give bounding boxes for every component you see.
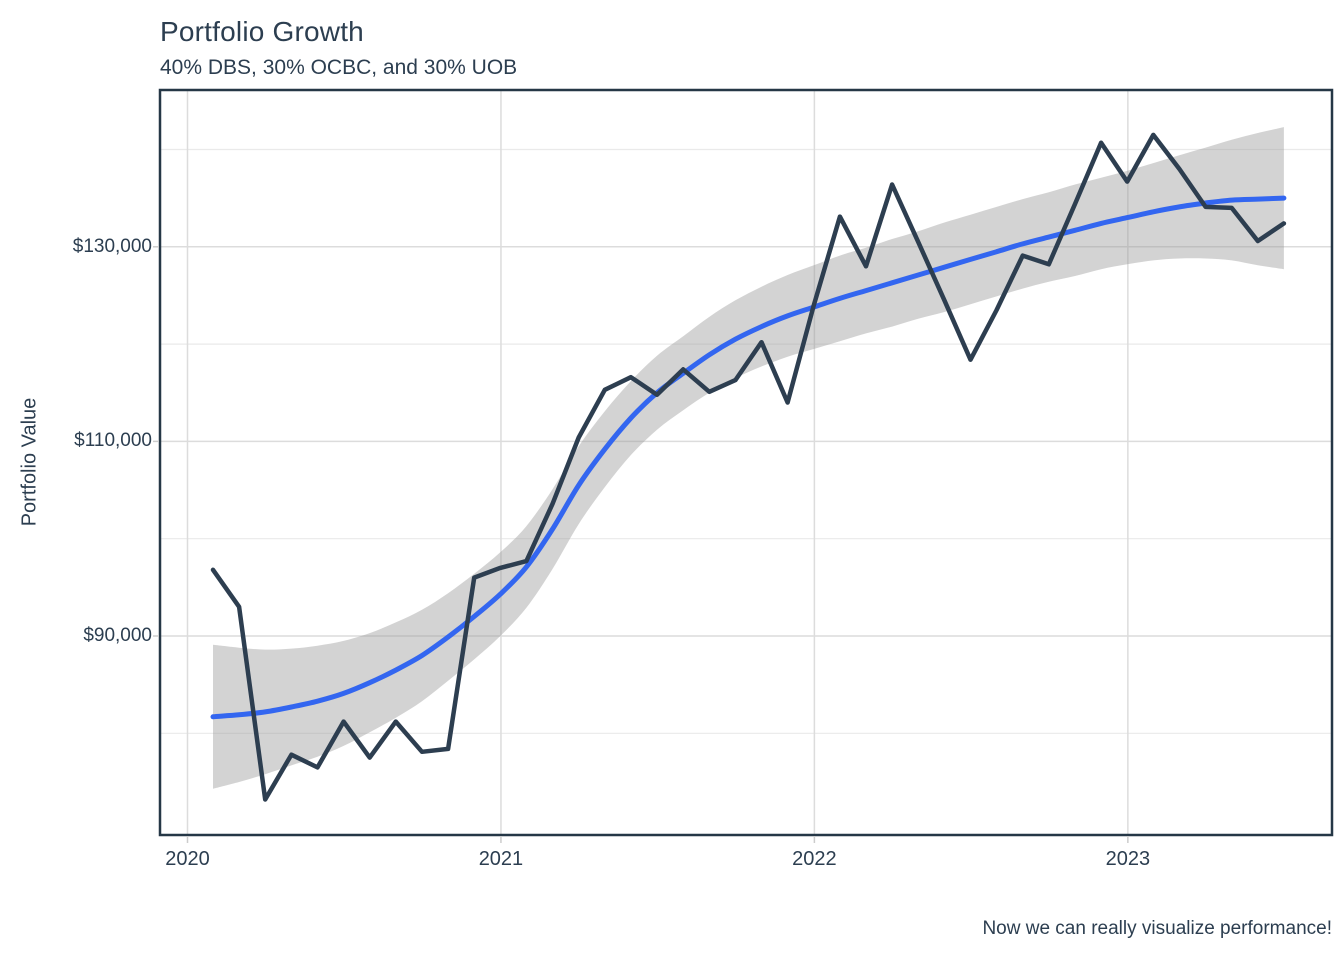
x-tick-label-2020: 2020 <box>165 848 210 870</box>
confidence-ribbon <box>213 127 1284 789</box>
x-tick-label-2022: 2022 <box>792 848 837 870</box>
y-tick-label-110000: $110,000 <box>74 430 152 452</box>
x-tick-label-2023: 2023 <box>1105 848 1151 870</box>
portfolio-value-line <box>210 132 1287 802</box>
chart-caption: Now we can really visualize performance! <box>982 918 1332 939</box>
panel-border <box>158 88 1334 837</box>
x-tick-label-2021: 2021 <box>478 848 524 870</box>
y-tick-label-130000: $130,000 <box>72 235 152 257</box>
chart-subtitle: 40% DBS, 30% OCBC, and 30% UOB <box>160 56 518 79</box>
y-tick-label-90000: $90,000 <box>83 625 152 646</box>
smooth-trend-line <box>210 195 1287 720</box>
chart-title: Portfolio Growth <box>160 16 364 47</box>
